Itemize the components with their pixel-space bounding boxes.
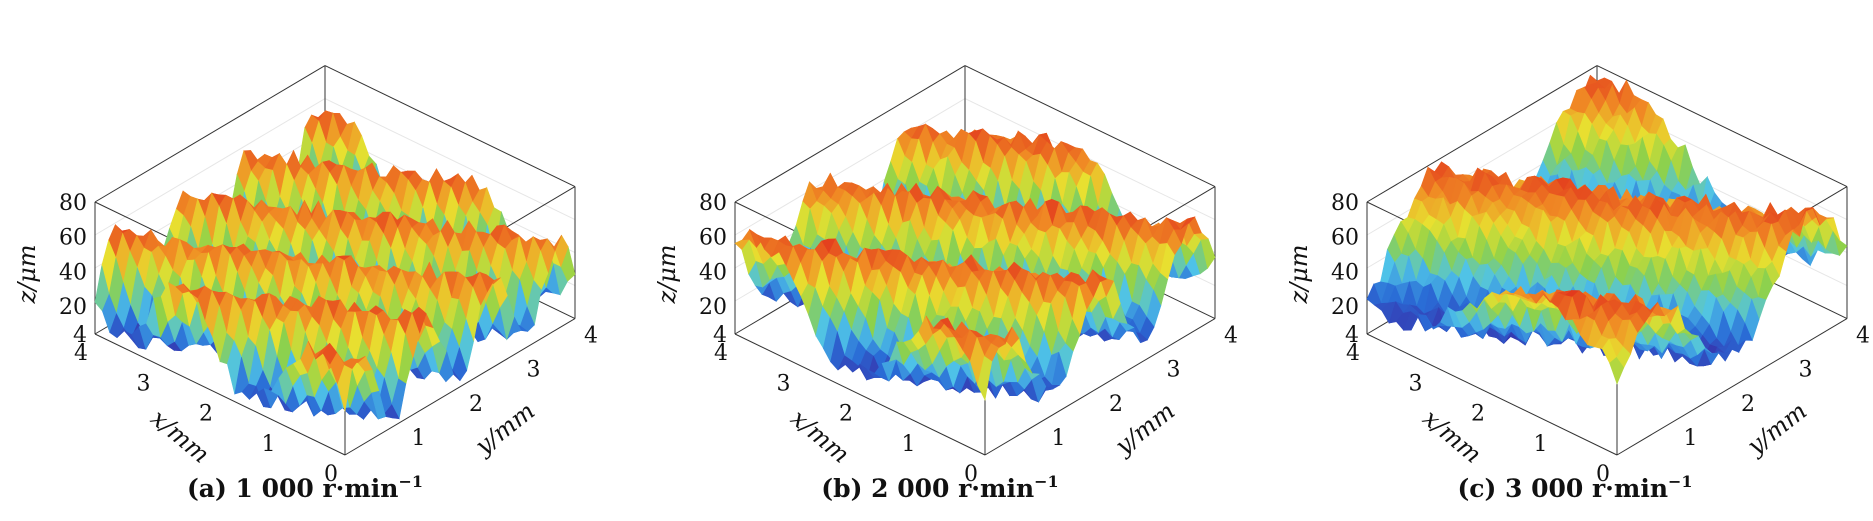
surface [734,123,1216,403]
y-tick-label: 4 [584,324,598,349]
z-tick-label: 40 [1331,260,1359,285]
axis-box-edge [94,65,326,203]
caption-superscript: −1 [399,472,424,491]
z-tick-label: 80 [1331,191,1359,216]
z-tick-label: 4 [1345,323,1359,348]
z-tick-label: 20 [699,295,727,320]
z-tick-label: 80 [699,191,727,216]
axis-box-edge [344,318,576,456]
x-tick-label: 1 [1534,432,1548,457]
z-tick-label: 20 [1331,295,1359,320]
axis-box-edge [94,333,346,456]
x-tick-label: 2 [199,402,213,427]
x-tick-label: 2 [1471,402,1485,427]
z-tick-label: 40 [59,260,87,285]
y-tick-label: 1 [412,426,426,451]
z-tick-label: 60 [59,226,87,251]
y-tick-label: 2 [469,392,483,417]
y-tick-label: 2 [1741,392,1755,417]
panel-caption: (b) 2 000 r·min−1 [821,472,1058,503]
z-tick-label: 40 [699,260,727,285]
panel-caption: (a) 1 000 r·min−1 [187,472,423,503]
z-axis-label: z/μm [13,244,41,304]
x-tick-label: 3 [1409,371,1423,396]
x-tick-label: 3 [137,371,151,396]
z-tick-label: 60 [699,226,727,251]
z-tick-label: 60 [1331,226,1359,251]
x-tick-label: 2 [839,402,853,427]
y-tick-label: 3 [527,358,541,383]
x-tick-label: 3 [777,371,791,396]
caption-superscript: −1 [1668,472,1693,491]
caption-superscript: −1 [1034,472,1059,491]
z-tick-label: 20 [59,295,87,320]
y-tick-label: 3 [1167,358,1181,383]
y-tick-label: 1 [1684,426,1698,451]
y-tick-label: 1 [1052,426,1066,451]
z-axis-label: z/μm [1285,244,1313,304]
x-tick-label: 1 [262,432,276,457]
y-tick-label: 2 [1109,392,1123,417]
axis-box-edge [1366,333,1618,456]
surface [94,110,576,421]
x-tick-label: 1 [902,432,916,457]
surface [1366,74,1848,385]
caption-main: (b) 2 000 r·min [821,474,1034,503]
z-axis-label: z/μm [653,244,681,304]
y-tick-label: 3 [1799,358,1813,383]
y-tick-label: 4 [1856,324,1870,349]
y-tick-label: 4 [1224,324,1238,349]
z-tick-label: 4 [73,323,87,348]
caption-main: (a) 1 000 r·min [187,474,399,503]
z-tick-label: 4 [713,323,727,348]
panel-caption: (c) 3 000 r·min−1 [1457,472,1692,503]
axis-box-edge [324,65,576,188]
z-tick-label: 80 [59,191,87,216]
caption-main: (c) 3 000 r·min [1457,474,1668,503]
